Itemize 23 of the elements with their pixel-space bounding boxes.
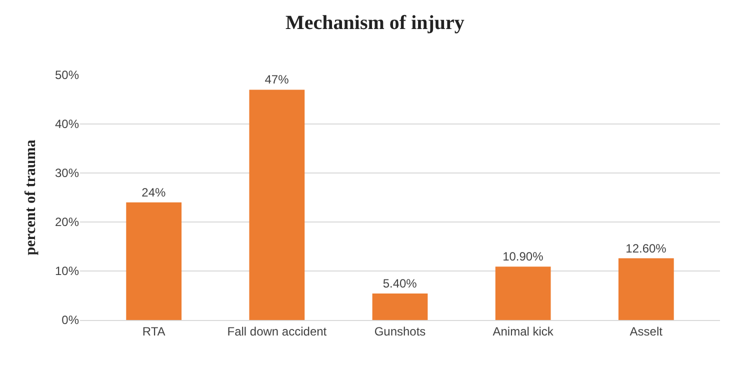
data-label: 24% — [142, 185, 166, 200]
x-tick-label: RTA — [142, 324, 166, 338]
x-tick-label: Animal kick — [492, 324, 554, 338]
data-label: 10.90% — [502, 250, 544, 264]
bar — [372, 294, 428, 320]
y-tick-label: 0% — [62, 313, 80, 328]
y-tick-label: 10% — [54, 264, 80, 278]
bar — [249, 90, 305, 320]
y-tick-label: 40% — [54, 117, 80, 132]
y-axis-title: percent of trauma — [23, 139, 40, 256]
x-tick-label: Asselt — [630, 324, 664, 338]
data-label: 47% — [264, 72, 290, 87]
data-label: 12.60% — [626, 241, 667, 256]
bar — [126, 202, 182, 320]
bar — [618, 258, 674, 320]
x-tick-label: Fall down accident — [227, 324, 328, 338]
y-tick-label: 20% — [54, 215, 80, 230]
y-tick-label: 50% — [54, 68, 80, 82]
chart-title: Mechanism of injury — [286, 12, 464, 34]
bar — [495, 266, 551, 320]
data-label: 5.40% — [382, 276, 418, 291]
y-tick-label: 30% — [54, 166, 80, 180]
x-tick-label: Gunshots — [374, 324, 426, 338]
